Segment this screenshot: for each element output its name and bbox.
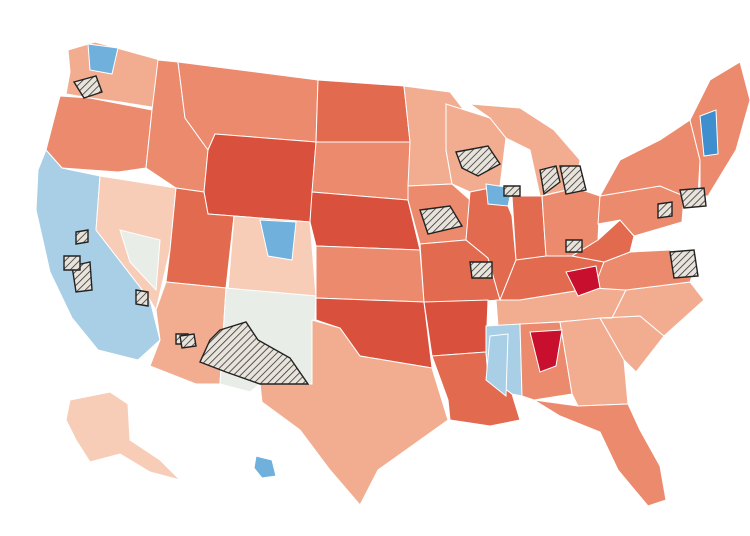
state-regions xyxy=(35,41,750,507)
arizona xyxy=(149,281,227,385)
arkansas xyxy=(423,299,489,357)
eastern-kentucky xyxy=(565,265,601,297)
mississippi-delta xyxy=(485,333,509,398)
utah xyxy=(165,187,235,289)
wyoming xyxy=(203,133,317,223)
south-dakota xyxy=(311,141,411,201)
maine-north xyxy=(699,109,719,157)
new-england xyxy=(689,61,750,197)
detroit-hatch xyxy=(559,165,587,195)
hawaii xyxy=(253,455,277,479)
north-alabama-cluster xyxy=(529,329,563,373)
kansas xyxy=(315,245,425,303)
kansas-city-hatch xyxy=(565,239,583,253)
nebraska xyxy=(309,191,421,251)
michigan-hatch xyxy=(469,261,493,279)
arizona-hatch xyxy=(199,321,310,385)
new-york xyxy=(599,119,701,197)
dc-hatch xyxy=(75,229,89,245)
denver-metro xyxy=(259,219,297,261)
nashville-hatch xyxy=(179,333,197,349)
philadelphia-hatch xyxy=(63,255,81,271)
eastern-nevada xyxy=(119,229,161,292)
columbus-hatch xyxy=(679,187,707,209)
pittsburgh-hatch xyxy=(669,249,699,279)
twin-cities-hatch xyxy=(455,145,502,177)
oregon xyxy=(45,95,153,173)
wisconsin-hatch xyxy=(503,185,521,197)
seattle-hatch xyxy=(72,75,103,99)
seattle-metro xyxy=(87,43,119,75)
north-dakota xyxy=(315,79,411,143)
florida xyxy=(533,399,667,507)
texas xyxy=(259,319,449,506)
hatched-areas xyxy=(63,75,707,385)
st-louis-hatch xyxy=(657,201,673,219)
district-highlights xyxy=(87,43,719,398)
las-vegas-hatch xyxy=(135,289,149,307)
indiana xyxy=(511,195,547,267)
milwaukee-hatch xyxy=(539,165,561,196)
alaska xyxy=(65,391,182,481)
phoenix-hatch xyxy=(419,205,464,235)
